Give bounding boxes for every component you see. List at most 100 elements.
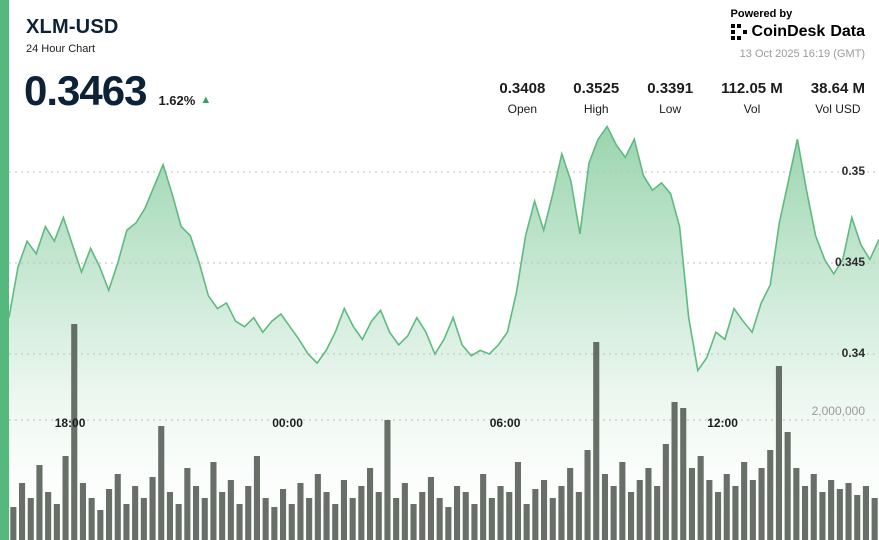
volume-bar — [462, 492, 469, 540]
volume-bar — [836, 489, 843, 540]
volume-bar — [488, 498, 495, 540]
volume-bar — [749, 480, 756, 540]
volume-bar — [706, 480, 713, 540]
volume-bar — [201, 498, 208, 540]
volume-bar — [871, 498, 878, 540]
volume-bar — [810, 474, 817, 540]
stat-high: 0.3525 High — [573, 80, 619, 116]
stat-vol-usd-value: 38.64 M — [810, 80, 865, 97]
volume-bar — [19, 483, 26, 540]
volume-bar — [245, 486, 252, 540]
volume-bar — [236, 504, 243, 540]
volume-bar — [767, 450, 774, 540]
volume-bar — [36, 465, 43, 540]
price-area-fill — [9, 126, 879, 540]
volume-bar — [715, 492, 722, 540]
volume-bar — [10, 507, 17, 540]
volume-bar — [367, 468, 374, 540]
stat-open-label: Open — [507, 102, 538, 116]
header: XLM-USD 24 Hour Chart — [26, 16, 119, 55]
powered-by-label: Powered by — [730, 8, 793, 20]
volume-bar — [854, 495, 861, 540]
volume-bar — [288, 504, 295, 540]
volume-bar — [227, 480, 234, 540]
stat-vol-value: 112.05 M — [721, 80, 783, 97]
stat-open: 0.3408 Open — [499, 80, 545, 116]
volume-bar — [610, 486, 617, 540]
volume-bar — [662, 444, 669, 540]
volume-bar — [567, 468, 574, 540]
volume-bar — [253, 456, 260, 540]
brand-name-secondary: Data — [830, 23, 865, 40]
symbol-title: XLM-USD — [26, 16, 119, 38]
volume-bar — [158, 426, 165, 540]
stat-open-value: 0.3408 — [499, 80, 546, 97]
volume-bar — [454, 486, 461, 540]
volume-bar — [53, 504, 60, 540]
volume-bar — [384, 420, 391, 540]
volume-bar — [114, 474, 121, 540]
volume-bar — [45, 492, 52, 540]
volume-bar — [280, 489, 287, 540]
volume-bar — [523, 504, 530, 540]
volume-bar — [506, 492, 513, 540]
accent-strip — [0, 0, 9, 540]
volume-bar — [410, 504, 417, 540]
volume-bar — [636, 480, 643, 540]
volume-bar — [184, 468, 191, 540]
stat-vol-usd-label: Vol USD — [815, 102, 861, 116]
stat-vol: 112.05 M Vol — [721, 80, 783, 116]
volume-bar — [193, 486, 200, 540]
volume-bar — [419, 492, 426, 540]
stat-high-value: 0.3525 — [573, 80, 620, 97]
volume-bar — [62, 456, 69, 540]
stat-low-label: Low — [659, 102, 682, 116]
stat-low: 0.3391 Low — [647, 80, 693, 116]
volume-bar — [775, 366, 782, 540]
volume-bar — [210, 462, 217, 540]
stat-vol-usd: 38.64 M Vol USD — [811, 80, 865, 116]
volume-bar — [628, 492, 635, 540]
volume-bar — [645, 468, 652, 540]
volume-bar — [297, 483, 304, 540]
volume-bar — [601, 474, 608, 540]
volume-bar — [862, 486, 869, 540]
volume-bar — [219, 492, 226, 540]
volume-bar — [819, 492, 826, 540]
timestamp: 13 Oct 2025 16:19 (GMT) — [739, 48, 865, 60]
chart-canvas — [9, 124, 879, 540]
volume-bar — [149, 477, 156, 540]
volume-bar — [375, 492, 382, 540]
price-line — [9, 124, 879, 373]
volume-bar — [619, 462, 626, 540]
volume-bar — [732, 486, 739, 540]
volume-bar — [323, 492, 330, 540]
current-price: 0.3463 — [24, 67, 147, 114]
volume-bar — [427, 477, 434, 540]
chart-plot-area[interactable]: 0.35 0.345 0.34 2,000,000 18:00 00:00 06:00 12:… — [9, 0, 879, 540]
volume-bar — [697, 456, 704, 540]
coindesk-data-logo[interactable]: CoinDesk Data — [730, 23, 865, 41]
volume-bar — [358, 486, 365, 540]
volume-bar — [140, 498, 147, 540]
volume-bar — [784, 432, 791, 540]
volume-bar — [436, 498, 443, 540]
volume-bar — [79, 483, 86, 540]
volume-bar — [401, 483, 408, 540]
volume-bar — [262, 498, 269, 540]
volume-bar — [723, 474, 730, 540]
price-change-percent: 1.62% — [158, 93, 196, 108]
volume-bar — [758, 468, 765, 540]
volume-bar — [340, 480, 347, 540]
volume-bar — [654, 486, 661, 540]
brand-name-primary: CoinDesk — [751, 23, 826, 40]
chart-subtitle: 24 Hour Chart — [26, 43, 96, 55]
volume-bar — [793, 468, 800, 540]
volume-bar — [497, 486, 504, 540]
volume-bar — [593, 342, 600, 540]
coindesk-logo-icon — [730, 24, 747, 40]
volume-bar — [306, 498, 313, 540]
volume-bar — [828, 480, 835, 540]
volume-bar — [27, 498, 34, 540]
volume-bar — [175, 504, 182, 540]
